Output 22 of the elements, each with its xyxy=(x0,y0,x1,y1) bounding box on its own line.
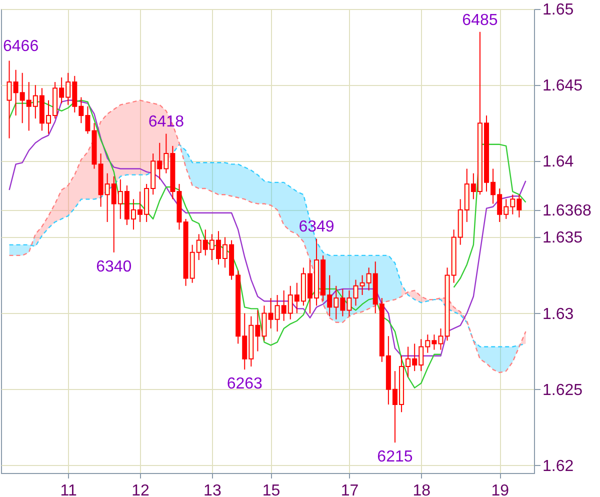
y-tick-label: 1.6368 xyxy=(542,202,592,220)
y-tick-label: 1.625 xyxy=(542,382,583,399)
y-tick-label: 1.635 xyxy=(542,230,583,247)
annotation: 6263 xyxy=(226,376,263,393)
x-tick-label: 12 xyxy=(132,482,150,497)
y-tick-label: 1.64 xyxy=(542,154,574,171)
x-tick-label: 17 xyxy=(340,482,359,497)
annotation: 6418 xyxy=(148,114,184,131)
annotation: 6340 xyxy=(96,258,132,276)
y-tick-label: 1.65 xyxy=(542,2,574,18)
x-tick-label: 19 xyxy=(491,482,510,497)
y-tick-label: 1.62 xyxy=(542,458,574,475)
x-tick-label: 15 xyxy=(262,482,280,497)
annotation: 6466 xyxy=(3,38,39,55)
annotation: 6349 xyxy=(298,218,334,236)
x-tick-label: 18 xyxy=(412,482,431,497)
x-tick-label: 11 xyxy=(60,482,78,497)
annotation: 6485 xyxy=(462,12,498,29)
x-tick-label: 13 xyxy=(204,482,222,497)
y-tick-label: 1.63 xyxy=(542,306,574,323)
annotation: 6215 xyxy=(377,448,413,466)
y-tick-label: 1.645 xyxy=(542,78,583,95)
